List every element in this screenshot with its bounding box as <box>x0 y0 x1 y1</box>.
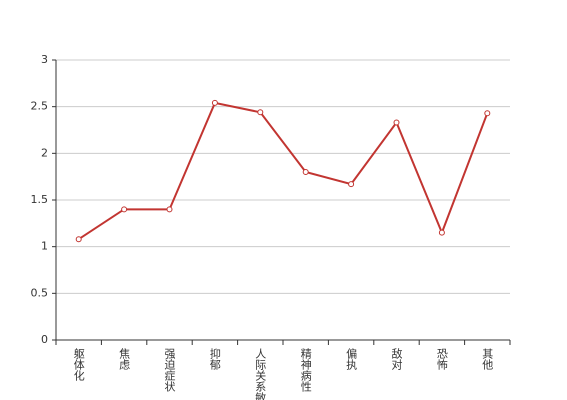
y-tick-label: 0.5 <box>31 286 49 299</box>
y-tick-label: 0 <box>41 333 48 346</box>
x-tick-label: 焦虑 <box>118 348 131 370</box>
x-tick-label: 抑郁 <box>208 347 221 370</box>
y-tick-label: 1.5 <box>31 193 49 206</box>
point <box>121 206 128 213</box>
y-tick-label: 1 <box>41 240 48 253</box>
x-tick-label: 强迫症状 <box>163 348 176 392</box>
point <box>302 169 309 175</box>
line <box>78 101 489 241</box>
point <box>484 110 491 117</box>
x-tick-label: 躯体化 <box>72 348 85 382</box>
y-tick-label: 2.5 <box>31 100 49 113</box>
x-tick-label: 人际关系敏感 <box>254 348 267 400</box>
x-tick-label: 敌对 <box>390 347 403 370</box>
point <box>166 206 173 213</box>
point <box>257 109 264 116</box>
y-tick-label: 2 <box>41 146 48 159</box>
point <box>393 119 400 126</box>
point <box>75 236 82 243</box>
y-tick-label: 3 <box>41 53 48 66</box>
x-tick-label: 其他 <box>481 348 494 370</box>
x-tick-label: 偏执 <box>345 347 358 371</box>
point <box>211 99 218 106</box>
point <box>348 181 355 188</box>
x-tick-label: 精神病性 <box>299 348 312 393</box>
x-tick-label: 恐怖 <box>435 348 448 370</box>
point <box>438 229 445 236</box>
